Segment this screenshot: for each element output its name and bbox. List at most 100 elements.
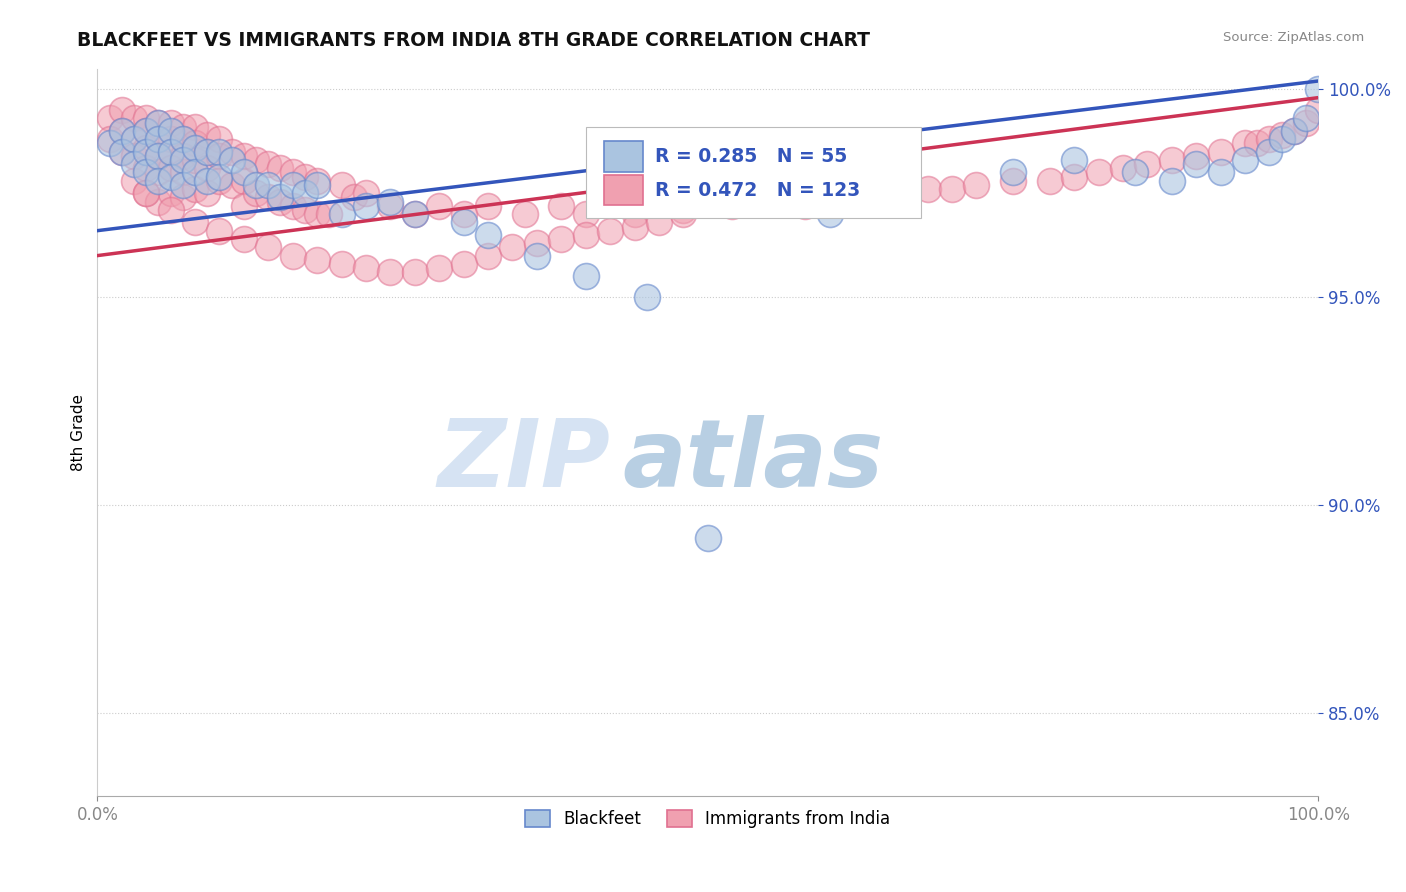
- Point: [1258, 145, 1281, 159]
- Point: [1246, 136, 1268, 151]
- Point: [208, 149, 231, 163]
- Point: [1282, 124, 1305, 138]
- Point: [122, 112, 145, 126]
- Point: [794, 199, 817, 213]
- Point: [330, 257, 353, 271]
- Point: [159, 202, 181, 217]
- Point: [758, 186, 780, 201]
- Point: [575, 227, 598, 242]
- Text: ZIP: ZIP: [437, 416, 610, 508]
- Point: [1185, 157, 1208, 171]
- Point: [221, 153, 243, 167]
- Point: [965, 178, 987, 192]
- Point: [195, 145, 218, 159]
- Point: [269, 190, 291, 204]
- Point: [111, 124, 134, 138]
- Point: [427, 199, 450, 213]
- Point: [307, 178, 329, 192]
- Point: [208, 169, 231, 184]
- Point: [1209, 145, 1232, 159]
- Point: [221, 145, 243, 159]
- Point: [208, 132, 231, 146]
- Point: [1136, 157, 1159, 171]
- Point: [184, 140, 207, 154]
- Point: [135, 124, 157, 138]
- Point: [477, 249, 499, 263]
- Point: [148, 149, 170, 163]
- Point: [354, 261, 377, 276]
- Point: [599, 194, 621, 209]
- Bar: [605, 175, 643, 205]
- Point: [1112, 161, 1135, 176]
- Point: [1209, 165, 1232, 179]
- Point: [1160, 153, 1182, 167]
- Point: [111, 145, 134, 159]
- Point: [307, 207, 329, 221]
- Point: [294, 186, 316, 201]
- Point: [257, 157, 280, 171]
- Point: [245, 153, 267, 167]
- Point: [818, 182, 841, 196]
- Point: [232, 165, 254, 179]
- Point: [1308, 103, 1330, 117]
- Point: [575, 207, 598, 221]
- Point: [477, 227, 499, 242]
- Point: [672, 207, 695, 221]
- Point: [1063, 169, 1085, 184]
- Point: [1087, 165, 1109, 179]
- Point: [98, 112, 121, 126]
- Text: atlas: atlas: [623, 416, 883, 508]
- Point: [354, 199, 377, 213]
- Text: BLACKFEET VS IMMIGRANTS FROM INDIA 8TH GRADE CORRELATION CHART: BLACKFEET VS IMMIGRANTS FROM INDIA 8TH G…: [77, 31, 870, 50]
- Point: [513, 207, 536, 221]
- Point: [281, 199, 304, 213]
- Point: [221, 178, 243, 192]
- Point: [172, 120, 194, 134]
- Point: [307, 174, 329, 188]
- Point: [453, 207, 475, 221]
- Point: [550, 232, 572, 246]
- Point: [1002, 174, 1025, 188]
- Legend: Blackfeet, Immigrants from India: Blackfeet, Immigrants from India: [519, 804, 897, 835]
- Point: [184, 120, 207, 134]
- Point: [1271, 132, 1294, 146]
- Point: [453, 257, 475, 271]
- Point: [1258, 132, 1281, 146]
- Point: [148, 132, 170, 146]
- Point: [208, 174, 231, 188]
- Point: [318, 207, 340, 221]
- FancyBboxPatch shape: [586, 127, 921, 218]
- Point: [257, 240, 280, 254]
- Point: [380, 199, 402, 213]
- Point: [184, 165, 207, 179]
- Point: [148, 165, 170, 179]
- Point: [672, 202, 695, 217]
- Point: [696, 531, 718, 545]
- Point: [148, 174, 170, 188]
- Point: [111, 124, 134, 138]
- Point: [1002, 165, 1025, 179]
- Point: [195, 145, 218, 159]
- Point: [232, 149, 254, 163]
- Point: [891, 186, 914, 201]
- Point: [135, 112, 157, 126]
- Point: [111, 103, 134, 117]
- Point: [648, 190, 671, 204]
- Point: [135, 124, 157, 138]
- Point: [195, 161, 218, 176]
- Point: [184, 136, 207, 151]
- Point: [868, 186, 890, 201]
- Point: [501, 240, 523, 254]
- Point: [159, 169, 181, 184]
- Point: [1295, 115, 1317, 129]
- Point: [1295, 112, 1317, 126]
- Point: [98, 132, 121, 146]
- Point: [550, 199, 572, 213]
- Point: [135, 145, 157, 159]
- Point: [281, 178, 304, 192]
- Point: [184, 215, 207, 229]
- Point: [1123, 165, 1146, 179]
- Point: [148, 132, 170, 146]
- Point: [135, 186, 157, 201]
- Point: [122, 149, 145, 163]
